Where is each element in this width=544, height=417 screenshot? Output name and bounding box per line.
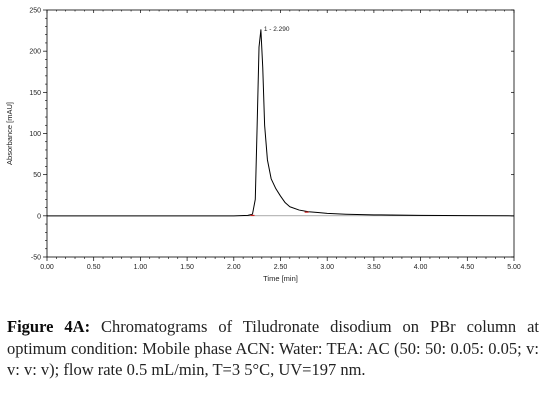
y-tick-label: 100 (29, 131, 41, 138)
chromatogram-trace (47, 29, 515, 217)
y-axis-title: Absorbance [mAU] (5, 102, 14, 165)
plot-frame (46, 9, 515, 258)
y-tick-label: -50 (31, 255, 41, 262)
y-tick-label: 200 (29, 49, 41, 56)
x-tick-label: 4.00 (414, 264, 428, 271)
y-tick-label: 50 (33, 172, 41, 179)
figure-label: Figure 4A: (7, 317, 91, 336)
x-tick-label: 0.50 (87, 264, 101, 271)
y-tick-label: 150 (29, 90, 41, 97)
y-tick-label: 0 (37, 213, 41, 220)
x-tick-label: 4.50 (460, 264, 474, 271)
x-tick-label: 1.00 (134, 264, 148, 271)
x-tick-label: 3.50 (367, 264, 381, 271)
figure-caption-text: Chromatograms of Tiludronate disodium on… (7, 317, 539, 379)
chromatogram-chart: 0.00 0.50 1.00 1.50 2.00 2.50 3.00 3.50 4.00 4.50… (5, 8, 521, 284)
x-tick-label: 2.00 (227, 264, 241, 271)
x-tick-label: 2.50 (274, 264, 288, 271)
x-tick-label: 5.00 (507, 264, 521, 271)
x-axis-title: Time [min] (263, 274, 298, 283)
x-tick-label: 3.00 (320, 264, 334, 271)
y-tick-label: 250 (29, 8, 41, 15)
x-tick-label: 0.00 (40, 264, 54, 271)
x-tick-label: 1.50 (180, 264, 194, 271)
peak-annotation: 1 - 2.290 (264, 26, 290, 33)
figure-caption: Figure 4A: Chromatograms of Tiludronate … (7, 316, 539, 381)
